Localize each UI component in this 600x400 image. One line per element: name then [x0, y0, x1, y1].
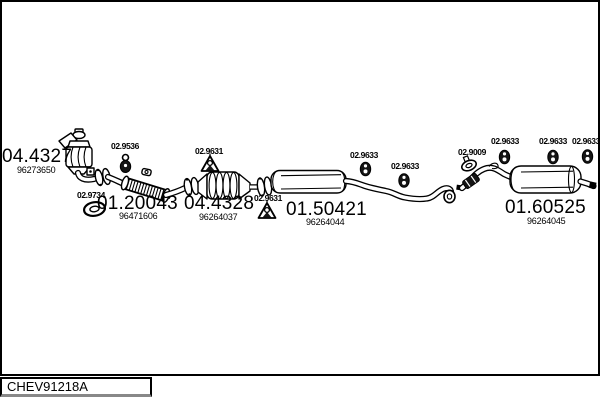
- part-code-hanger-5: 02.9633: [572, 136, 600, 146]
- part-code-hanger-2: 02.9633: [391, 161, 419, 171]
- diagram-border: [0, 0, 600, 376]
- part-code-front-catalyst: 04.4327: [2, 146, 73, 167]
- rear-muffler-drawing: [458, 162, 597, 194]
- part-code-rubber-mount: 02.9536: [111, 141, 139, 151]
- front-pipe-drawing: [74, 167, 200, 203]
- clamp-icon: [461, 155, 477, 172]
- hanger-icon: [398, 173, 410, 188]
- hanger-icon: [547, 149, 559, 165]
- part-code-gasket-ring: 02.9734: [77, 190, 105, 200]
- part-code-front-pipe: 01.20043: [97, 193, 178, 214]
- part-code-mid-catalyst: 04.4328: [184, 193, 255, 214]
- part-code-hanger-4: 02.9633: [539, 136, 567, 146]
- part-code-hanger-3: 02.9633: [491, 136, 519, 146]
- mid-catalyst-drawing: [197, 171, 273, 200]
- front-catalyst-drawing: [58, 128, 95, 176]
- part-code-center-muffler: 01.50421: [286, 199, 367, 220]
- part-oe-front-catalyst: 96273650: [17, 165, 56, 175]
- part-oe-mid-catalyst: 96264037: [199, 212, 238, 222]
- part-code-flange-gasket-front: 02.9631: [195, 146, 223, 156]
- gasket-ring-icon: [82, 200, 107, 218]
- part-code-flange-gasket-rear: 02.9631: [254, 193, 282, 203]
- part-code-clamp: 02.9009: [458, 147, 486, 157]
- pipe-coupling-sleeve: [462, 173, 480, 189]
- part-code-hanger-1: 02.9633: [350, 150, 378, 160]
- catalog-code: CHEV91218A: [7, 379, 88, 394]
- part-oe-rear-muffler: 96264045: [527, 216, 566, 226]
- hanger-icon: [581, 149, 594, 164]
- flange-gasket-icon: [257, 200, 277, 219]
- part-code-rear-muffler: 01.60525: [505, 197, 586, 218]
- flange-gasket-icon: [200, 153, 220, 172]
- rubber-mount-icon: [119, 153, 132, 173]
- part-oe-center-muffler: 96264044: [306, 217, 345, 227]
- catalog-code-box: CHEV91218A: [0, 377, 152, 397]
- part-oe-front-pipe: 96471606: [119, 211, 158, 221]
- hanger-icon: [359, 161, 372, 177]
- hanger-icon: [498, 149, 511, 165]
- center-muffler-drawing: [270, 169, 462, 204]
